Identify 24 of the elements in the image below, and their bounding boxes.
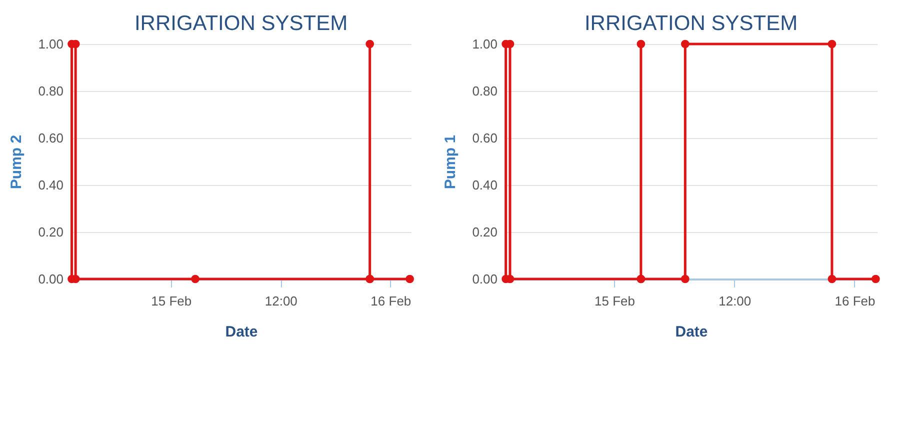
x-axis-title: Date: [675, 324, 708, 340]
y-axis-title: Pump 2: [8, 134, 26, 190]
y-tick-label: 0.00: [38, 272, 64, 286]
x-tick-label: 12:00: [718, 294, 752, 308]
x-tick-label: 15 Feb: [594, 294, 636, 308]
chart-title: IRRIGATION SYSTEM: [134, 12, 348, 35]
y-tick-label: 1.00: [38, 36, 64, 52]
x-tick-label: 16 Feb: [370, 294, 412, 308]
y-tick-label: 1.00: [472, 36, 498, 52]
y-tick-label: 0.40: [38, 178, 64, 192]
y-tick-label: 0.60: [472, 130, 498, 146]
y-tick-label: 0.20: [38, 224, 64, 240]
y-tick-label: 0.40: [472, 178, 498, 192]
x-tick-label: 15 Feb: [151, 294, 192, 308]
x-tick-label: 16 Feb: [834, 294, 876, 308]
y-tick-label: 0.60: [38, 130, 64, 146]
x-axis-title: Date: [225, 324, 258, 340]
chart-title: IRRIGATION SYSTEM: [584, 12, 798, 35]
y-tick-label: 0.20: [472, 224, 498, 240]
y-tick-label: 0.80: [472, 84, 498, 98]
y-tick-label: 0.80: [38, 84, 64, 98]
y-tick-label: 0.00: [472, 272, 498, 286]
x-tick-label: 12:00: [264, 294, 298, 308]
y-axis-title: Pump 1: [442, 134, 460, 190]
